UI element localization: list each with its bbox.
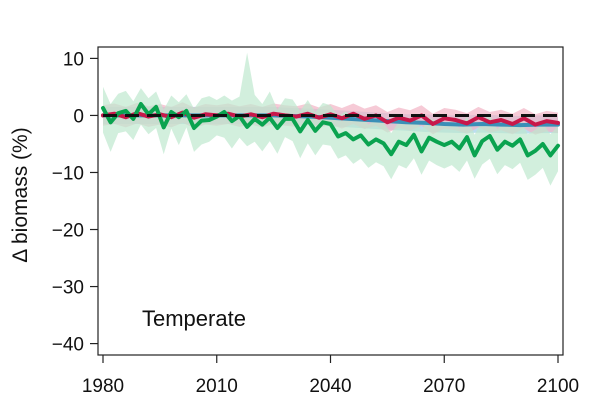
- y-axis: 10 0 −10 −20 −30 −40: [52, 49, 98, 356]
- y-tick-label: −30: [52, 278, 84, 299]
- y-tick-label: 10: [63, 49, 84, 70]
- x-tick-label: 1980: [82, 376, 124, 397]
- series-3-line: [101, 102, 560, 158]
- x-tick-label: 2040: [309, 376, 351, 397]
- y-tick-label: −10: [52, 163, 84, 184]
- x-axis: 1980 2010 2040 2070 2100: [82, 355, 579, 397]
- x-tick-label: 2010: [196, 376, 238, 397]
- x-tick-label: 2070: [423, 376, 465, 397]
- y-tick-label: 0: [73, 106, 84, 127]
- x-tick-label: 2100: [537, 376, 579, 397]
- y-tick-label: −20: [52, 221, 84, 242]
- panel-label: Temperate: [142, 306, 246, 331]
- y-tick-label: −40: [52, 335, 84, 356]
- y-axis-label: Δ biomass (%): [9, 127, 32, 262]
